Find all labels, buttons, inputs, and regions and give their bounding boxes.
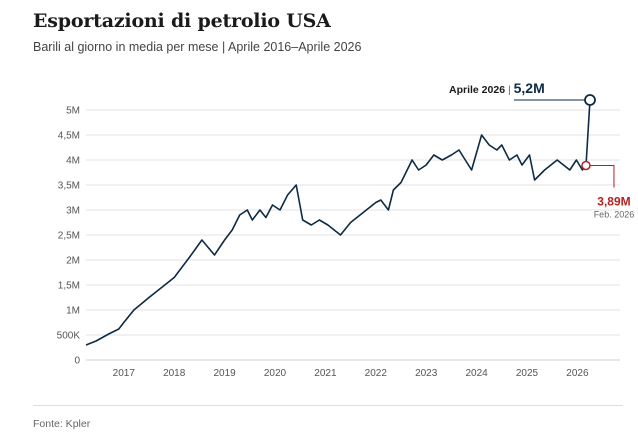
y-tick-label: 1M (66, 306, 80, 317)
x-tick-label: 2021 (314, 368, 337, 379)
y-axis-tick-labels: 0 500K 1M 1,5M 2M 2,5M 3M 3,5M 4M 4,5M 5M (57, 106, 81, 367)
end-value-label: 5,2M (514, 80, 545, 96)
source-note: Fonte: Kpler (33, 418, 91, 430)
x-tick-label: 2026 (566, 368, 589, 379)
chart-subtitle: Barili al giorno in media per mese | Apr… (33, 40, 362, 54)
x-tick-label: 2018 (163, 368, 186, 379)
series-line (85, 99, 591, 346)
footer-divider (33, 405, 623, 406)
x-tick-label: 2017 (113, 368, 136, 379)
end-date-label: Aprile 2026 (449, 84, 508, 96)
y-tick-label: 5M (66, 106, 80, 117)
x-tick-label: 2022 (365, 368, 388, 379)
y-tick-label: 3M (66, 206, 80, 217)
x-axis-tick-labels: 2017 2018 2019 2020 2021 2022 2023 2024 2025 2026 (113, 368, 589, 379)
end-annotation-label: Aprile 2026 | 5,2M (449, 80, 545, 96)
y-tick-label: 4M (66, 156, 80, 167)
chart-title: Esportazioni di petrolio USA (33, 10, 331, 32)
y-tick-label: 2M (66, 256, 80, 267)
y-tick-label: 2,5M (58, 231, 80, 242)
highlight-leader-line (589, 165, 615, 188)
y-tick-label: 0 (74, 356, 80, 367)
highlight-marker (581, 160, 591, 171)
highlight-date-label: Feb. 2026 (594, 210, 635, 220)
gridlines (86, 109, 620, 336)
highlight-value-label: 3,89M (597, 195, 630, 209)
y-tick-label: 500K (57, 331, 81, 342)
x-tick-label: 2019 (213, 368, 236, 379)
y-tick-label: 3,5M (58, 181, 80, 192)
end-separator: | (508, 84, 514, 96)
x-tick-label: 2024 (465, 368, 488, 379)
x-tick-label: 2023 (415, 368, 438, 379)
end-marker (584, 94, 596, 106)
x-tick-label: 2020 (264, 368, 287, 379)
y-tick-label: 1,5M (58, 281, 80, 292)
x-tick-label: 2025 (516, 368, 539, 379)
y-tick-label: 4,5M (58, 131, 80, 142)
